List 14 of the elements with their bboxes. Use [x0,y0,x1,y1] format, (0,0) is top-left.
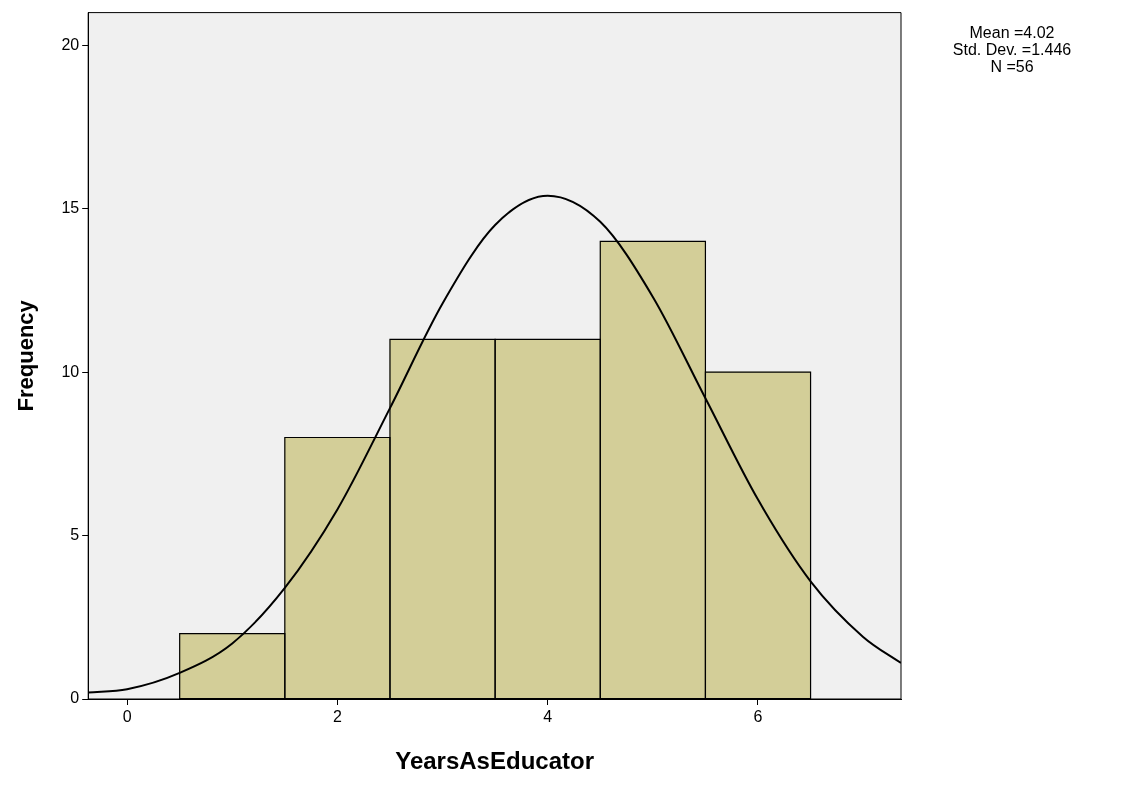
y-axis-title: Frequency [13,299,39,412]
x-tick-label: 4 [543,708,553,726]
y-tick-label: 20 [61,35,80,53]
y-tick-label: 5 [70,525,80,543]
x-tick-label: 0 [122,708,132,726]
text: Mean =4.02 [969,24,1055,42]
y-tick-label: 15 [61,199,80,217]
y-tick-label: 0 [70,689,80,707]
text: Std. Dev. =1.446 [952,41,1072,59]
x-tick-label: 6 [753,708,763,726]
x-axis-title: YearsAsEducator [395,747,594,775]
x-tick-label: 2 [332,708,342,726]
text: N =56 [990,58,1034,76]
y-tick-label: 10 [61,362,80,380]
